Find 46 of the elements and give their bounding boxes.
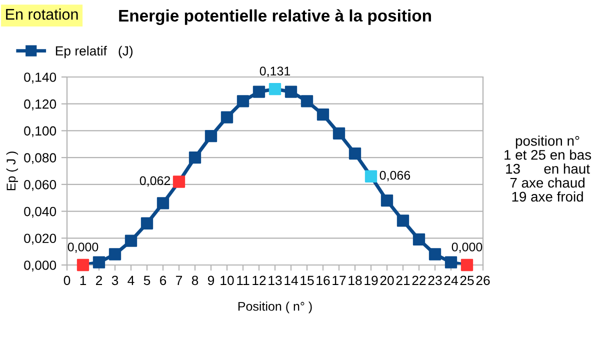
data-label: 0,062 [140,176,170,187]
x-tick-label: 22 [412,276,426,285]
x-tick-label: 25 [460,276,474,286]
x-tick-label: 12 [252,276,266,285]
x-axis-title: Position ( n° ) [238,302,312,314]
data-label: 0,066 [380,170,410,182]
x-tick-label: 23 [428,276,442,286]
text: En rotation [6,8,78,20]
x-tick-label: 13 [268,276,282,286]
text: position n° 1 et 25 en bas 13 en haut 7 axe chaud 19 axe froid [504,136,592,202]
y-axis-title: Ep ( J ) [6,152,18,190]
x-tick-label: 14 [284,276,298,285]
data-label: 0,000 [452,242,482,253]
x-tick-label: 26 [476,276,490,286]
x-tick-label: 10 [220,276,234,286]
y-tick-label: 0,140 [24,72,56,84]
x-tick-label: 17 [332,276,346,285]
x-tick-label: 15 [300,276,314,286]
x-tick-label: 20 [380,276,394,286]
x-tick-label: 8 [192,276,198,286]
data-label: 0,131 [260,66,290,77]
y-tick-label: 0,060 [24,180,56,191]
x-tick-label: 0 [64,276,70,286]
y-tick-label: 0,000 [24,260,56,272]
x-tick-label: 24 [444,276,458,285]
legend-label: Ep relatif (J) [56,46,132,58]
data-label: 0,000 [68,242,98,253]
x-tick-label: 1 [80,276,86,285]
x-tick-label: 11 [237,276,250,285]
x-tick-label: 6 [160,276,166,286]
x-tick-label: 16 [316,276,330,286]
x-tick-label: 18 [348,276,362,286]
chart-title: Energie potentielle relative à la position [119,9,431,25]
y-tick-label: 0,040 [24,206,56,218]
x-tick-label: 9 [208,276,214,286]
y-tick-label: 0,120 [24,99,56,110]
y-tick-label: 0,020 [24,234,56,245]
x-tick-label: 21 [396,276,410,285]
x-tick-label: 3 [112,276,118,286]
y-tick-label: 0,080 [24,153,56,164]
x-tick-label: 7 [176,276,182,285]
x-tick-label: 5 [144,276,150,286]
x-tick-label: 4 [128,276,134,285]
x-tick-label: 2 [96,276,102,285]
x-tick-label: 19 [364,276,378,286]
y-tick-label: 0,100 [24,126,56,138]
